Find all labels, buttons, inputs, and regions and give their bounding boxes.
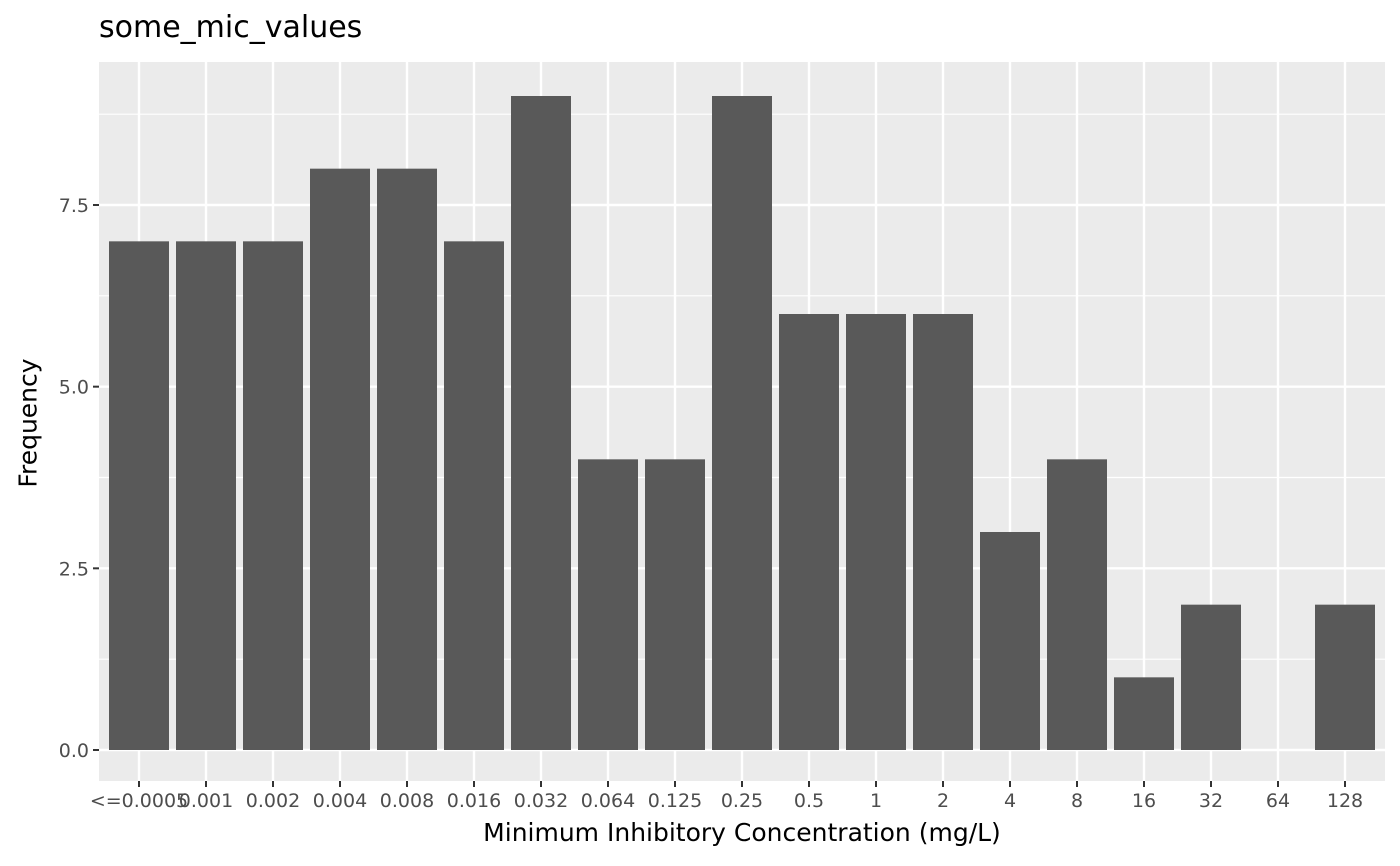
bar-4 xyxy=(980,532,1040,750)
bar-0.064 xyxy=(578,459,638,750)
y-axis-label: Frequency xyxy=(13,358,43,488)
x-axis-label: Minimum Inhibitory Concentration (mg/L) xyxy=(483,818,1001,847)
y-tick-label: 7.5 xyxy=(59,195,89,217)
x-tick-label: 0.25 xyxy=(721,790,763,812)
x-tick-label: 32 xyxy=(1199,790,1223,812)
bar-2 xyxy=(913,314,973,750)
bar-1 xyxy=(846,314,906,750)
y-tick-label: 2.5 xyxy=(59,558,89,580)
x-tick-label: 1 xyxy=(870,790,882,812)
bar-8 xyxy=(1047,459,1107,750)
bar-32 xyxy=(1181,604,1241,750)
y-tick-label: 0.0 xyxy=(59,740,89,762)
bar-0.016 xyxy=(444,241,504,751)
x-tick-label: 0.032 xyxy=(514,790,568,812)
bar-128 xyxy=(1315,604,1375,750)
y-tick-label: 5.0 xyxy=(59,377,89,399)
x-tick-label: 0.001 xyxy=(179,790,233,812)
bar-0.032 xyxy=(511,96,571,750)
bar-0.002 xyxy=(243,241,303,751)
x-tick-label: 128 xyxy=(1327,790,1363,812)
x-tick-label: 0.5 xyxy=(794,790,824,812)
x-tick-label: 4 xyxy=(1004,790,1016,812)
x-tick-label: 16 xyxy=(1132,790,1156,812)
x-tick-label: 0.008 xyxy=(380,790,434,812)
bar-0.004 xyxy=(310,168,370,750)
chart-title: some_mic_values xyxy=(99,10,363,45)
x-tick-label: 64 xyxy=(1266,790,1290,812)
bar-16 xyxy=(1114,677,1174,750)
x-tick-label: 0.016 xyxy=(447,790,501,812)
x-tick-label: 0.064 xyxy=(581,790,635,812)
bar-0.125 xyxy=(645,459,705,750)
bar-0.25 xyxy=(712,96,772,750)
bar-0.001 xyxy=(176,241,236,751)
x-tick-label: 2 xyxy=(937,790,949,812)
x-tick-label: 0.002 xyxy=(246,790,300,812)
x-tick-label: 8 xyxy=(1071,790,1083,812)
bar-0.008 xyxy=(377,168,437,750)
bar-<=0.0005 xyxy=(109,241,169,751)
bar-0.5 xyxy=(779,314,839,750)
x-tick-label: 0.125 xyxy=(648,790,702,812)
x-tick-label: <=0.0005 xyxy=(90,790,188,812)
x-tick-label: 0.004 xyxy=(313,790,367,812)
